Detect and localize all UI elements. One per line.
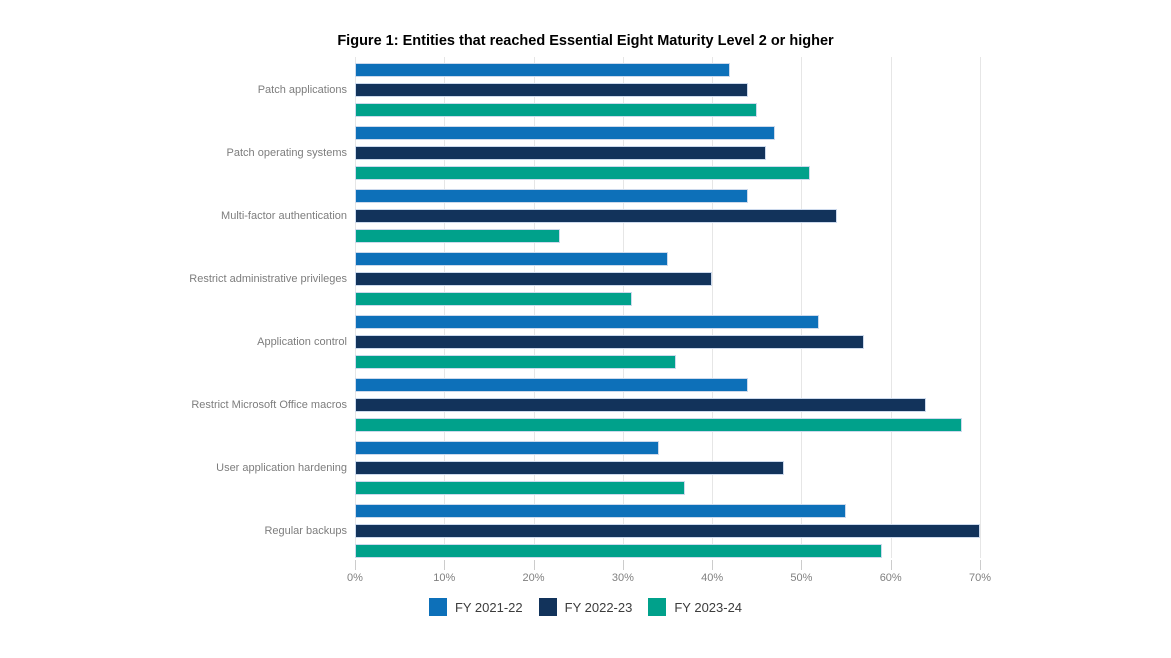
bar: [355, 126, 775, 140]
bar: [355, 252, 668, 266]
category-label: Patch applications: [257, 84, 347, 96]
bar: [355, 418, 963, 432]
bar: [355, 504, 847, 518]
gridline: [444, 57, 446, 558]
bar-group: [355, 441, 980, 495]
x-axis-labels: 0% 10% 20% 30% 40% 50% 60% 70%: [347, 572, 991, 586]
bar-group: [355, 315, 980, 369]
gridline: [980, 57, 981, 558]
legend-swatch-icon: [428, 598, 447, 616]
bar-group: [355, 378, 980, 432]
bar: [355, 166, 811, 180]
x-axis-ticks: [355, 560, 981, 570]
bar-group: [355, 63, 980, 117]
bar: [355, 544, 882, 558]
bar: [355, 461, 784, 475]
bar: [355, 272, 713, 286]
bar: [355, 63, 730, 77]
bar: [355, 189, 748, 203]
category-label: Application control: [257, 336, 347, 348]
legend: FY 2021-22 FY 2022-23 FY 2023-24: [0, 598, 1171, 616]
gridline: [801, 57, 803, 558]
legend-swatch-icon: [538, 598, 557, 616]
x-tick: [444, 560, 446, 570]
legend-label: FY 2023-24: [674, 599, 743, 615]
bar: [355, 229, 561, 243]
plot-area: [355, 57, 981, 570]
bar: [355, 481, 686, 495]
category-label: Restrict Microsoft Office macros: [191, 399, 347, 411]
x-tick-label: 60%: [879, 572, 902, 584]
bar: [355, 292, 632, 306]
x-tick-label: 0%: [347, 572, 363, 584]
category-label: Patch operating systems: [226, 147, 347, 159]
legend-item: FY 2021-22: [428, 598, 523, 616]
x-tick: [980, 560, 981, 570]
gridline: [622, 57, 624, 558]
gridline: [355, 57, 356, 558]
bar: [355, 146, 766, 160]
x-tick-label: 70%: [968, 572, 992, 584]
bar: [355, 103, 757, 117]
category-label: User application hardening: [216, 462, 347, 474]
x-tick-label: 50%: [790, 572, 813, 584]
bar: [355, 355, 677, 369]
bar-group: [355, 504, 980, 558]
gridline: [712, 57, 714, 558]
bar: [355, 398, 927, 412]
x-tick-label: 40%: [701, 572, 724, 584]
legend-label: FY 2022-23: [564, 599, 633, 615]
bar: [355, 315, 820, 329]
x-tick-label: 20%: [522, 572, 545, 584]
x-tick: [622, 560, 624, 570]
gridline: [533, 57, 535, 558]
bar-group: [355, 126, 980, 180]
bar: [355, 83, 748, 97]
bar: [355, 209, 838, 223]
legend-label: FY 2021-22: [454, 599, 523, 615]
category-label: Restrict administrative privileges: [189, 273, 347, 285]
x-tick: [890, 560, 892, 570]
x-tick-label: 10%: [433, 572, 456, 584]
category-axis: Patch applications Patch operating system…: [0, 57, 347, 570]
x-tick: [533, 560, 535, 570]
x-tick-label: 30%: [611, 572, 634, 584]
bar-group: [355, 189, 980, 243]
bar: [355, 335, 864, 349]
x-tick: [801, 560, 803, 570]
chart-title: Figure 1: Entities that reached Essentia…: [337, 33, 834, 49]
bar: [355, 378, 748, 392]
x-tick: [712, 560, 714, 570]
category-label: Multi-factor authentication: [221, 210, 347, 222]
gridline: [890, 57, 892, 558]
bar-group: [355, 252, 980, 306]
bar: [355, 441, 659, 455]
legend-item: FY 2023-24: [648, 598, 742, 616]
bar: [355, 524, 980, 538]
category-label: Regular backups: [264, 525, 347, 537]
legend-item: FY 2022-23: [538, 598, 633, 616]
x-tick: [355, 560, 356, 570]
legend-swatch-icon: [648, 598, 667, 616]
